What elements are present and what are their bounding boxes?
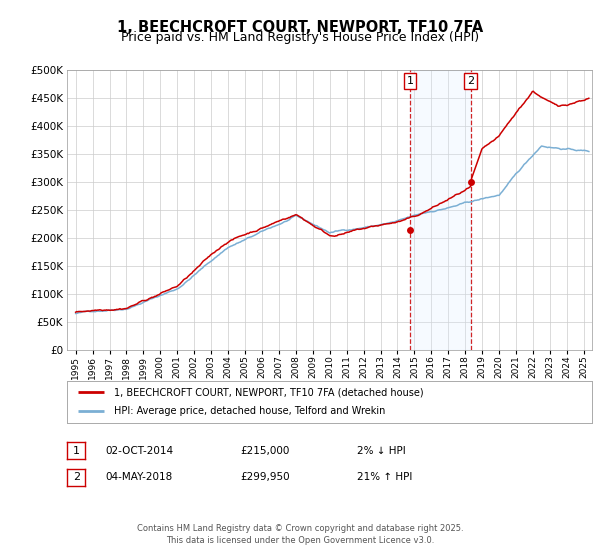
Text: 1, BEECHCROFT COURT, NEWPORT, TF10 7FA (detached house): 1, BEECHCROFT COURT, NEWPORT, TF10 7FA (… — [115, 387, 424, 397]
Text: HPI: Average price, detached house, Telford and Wrekin: HPI: Average price, detached house, Telf… — [115, 407, 386, 417]
Text: Price paid vs. HM Land Registry's House Price Index (HPI): Price paid vs. HM Land Registry's House … — [121, 31, 479, 44]
Text: Contains HM Land Registry data © Crown copyright and database right 2025.: Contains HM Land Registry data © Crown c… — [137, 524, 463, 533]
Text: 1: 1 — [73, 446, 80, 456]
Bar — [410, 70, 471, 350]
Text: 1, BEECHCROFT COURT, NEWPORT, TF10 7FA: 1, BEECHCROFT COURT, NEWPORT, TF10 7FA — [117, 20, 483, 35]
Text: 1: 1 — [407, 76, 413, 86]
Text: 2: 2 — [467, 76, 475, 86]
Text: 02-OCT-2014: 02-OCT-2014 — [105, 446, 173, 456]
Text: 21% ↑ HPI: 21% ↑ HPI — [357, 472, 412, 482]
Text: £299,950: £299,950 — [240, 472, 290, 482]
Point — [466, 178, 476, 186]
Text: This data is licensed under the Open Government Licence v3.0.: This data is licensed under the Open Gov… — [166, 536, 434, 545]
Text: 2: 2 — [73, 472, 80, 482]
Point — [406, 225, 415, 234]
Text: 2% ↓ HPI: 2% ↓ HPI — [357, 446, 406, 456]
Text: 04-MAY-2018: 04-MAY-2018 — [105, 472, 172, 482]
Text: £215,000: £215,000 — [240, 446, 289, 456]
